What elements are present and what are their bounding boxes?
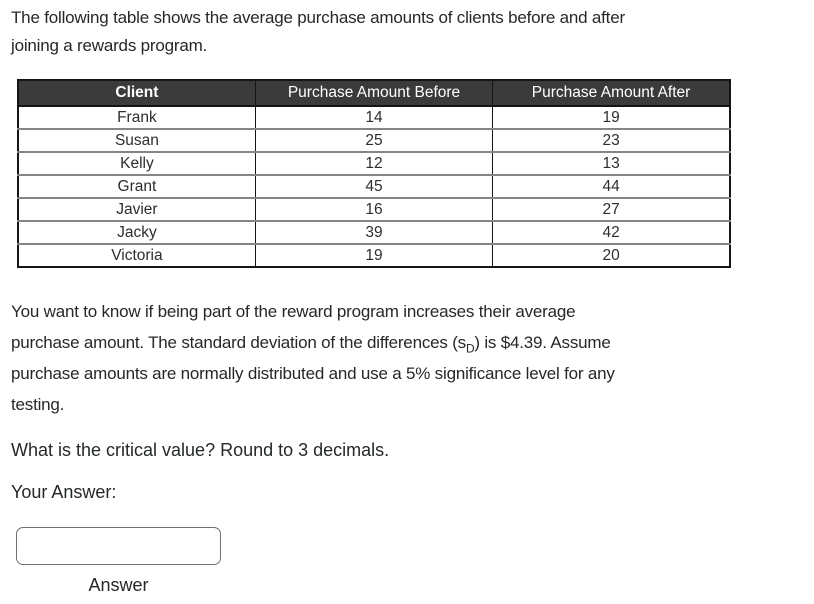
col-header-client: Client xyxy=(18,80,256,107)
client-cell: Javier xyxy=(18,197,256,221)
scenario-line-2-pre: purchase amount. The standard deviation … xyxy=(11,333,466,352)
sd-subscript: D xyxy=(465,341,475,356)
after-cell: 42 xyxy=(492,220,730,244)
purchase-amounts-table: Client Purchase Amount Before Purchase A… xyxy=(17,79,731,268)
table-row: Kelly 12 13 xyxy=(18,151,730,175)
col-header-after: Purchase Amount After xyxy=(492,80,730,107)
intro-paragraph: The following table shows the average pu… xyxy=(11,4,802,60)
client-cell: Susan xyxy=(18,128,256,152)
after-cell: 27 xyxy=(492,197,730,221)
after-cell: 13 xyxy=(492,151,730,175)
table-row: Javier 16 27 xyxy=(18,197,730,221)
your-answer-label: Your Answer: xyxy=(11,482,117,502)
client-cell: Kelly xyxy=(18,151,256,175)
before-cell: 12 xyxy=(254,151,493,175)
scenario-line-2-post: ) is $4.39. Assume xyxy=(474,333,611,352)
after-cell: 23 xyxy=(492,128,730,152)
answer-input[interactable] xyxy=(16,527,221,565)
before-cell: 14 xyxy=(254,106,493,129)
before-cell: 16 xyxy=(254,197,493,221)
scenario-line-3: purchase amounts are normally distribute… xyxy=(11,364,615,383)
intro-line-2: joining a rewards program. xyxy=(11,36,208,55)
question-text: What is the critical value? Round to 3 d… xyxy=(11,440,390,460)
col-header-before: Purchase Amount Before xyxy=(254,80,493,107)
before-cell: 19 xyxy=(254,243,493,267)
client-cell: Victoria xyxy=(18,243,256,267)
intro-line-1: The following table shows the average pu… xyxy=(11,8,625,27)
client-cell: Frank xyxy=(18,106,256,129)
table-row: Victoria 19 20 xyxy=(18,243,730,267)
table-header-row: Client Purchase Amount Before Purchase A… xyxy=(18,80,730,107)
table-row: Susan 25 23 xyxy=(18,128,730,152)
before-cell: 45 xyxy=(254,174,493,198)
before-cell: 39 xyxy=(254,220,493,244)
after-cell: 19 xyxy=(492,106,730,129)
scenario-line-2: purchase amount. The standard deviation … xyxy=(11,327,802,358)
after-cell: 44 xyxy=(492,174,730,198)
scenario-line-1: You want to know if being part of the re… xyxy=(11,302,576,321)
after-cell: 20 xyxy=(492,243,730,267)
scenario-line-4: testing. xyxy=(11,395,65,414)
table-row: Frank 14 19 xyxy=(18,106,730,129)
client-cell: Grant xyxy=(18,174,256,198)
before-cell: 25 xyxy=(254,128,493,152)
answer-area: Answer xyxy=(16,527,221,596)
table-row: Jacky 39 42 xyxy=(18,220,730,244)
client-cell: Jacky xyxy=(18,220,256,244)
answer-caption: Answer xyxy=(88,575,149,595)
scenario-paragraph: You want to know if being part of the re… xyxy=(11,296,802,420)
table-row: Grant 45 44 xyxy=(18,174,730,198)
